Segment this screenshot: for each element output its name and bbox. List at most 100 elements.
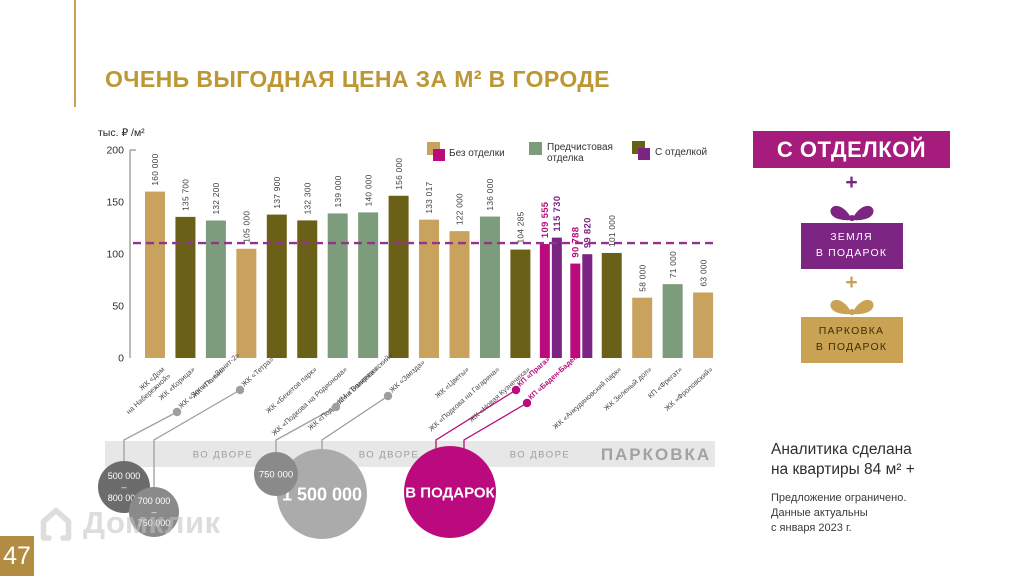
page-title: ОЧЕНЬ ВЫГОДНАЯ ЦЕНА ЗА М² В ГОРОДЕ xyxy=(105,66,610,92)
watermark: Домклик xyxy=(36,503,221,543)
bars-group xyxy=(145,191,714,358)
bar xyxy=(570,263,581,358)
label-dot xyxy=(331,402,341,412)
y-tick-label: 200 xyxy=(106,145,124,157)
y-tick-label: 0 xyxy=(118,353,124,365)
parking-price: 700 000 xyxy=(138,496,171,506)
bar xyxy=(662,284,683,358)
plus-sign: + xyxy=(845,271,858,294)
gift-bow-icon xyxy=(829,299,874,316)
gift-bow-icon xyxy=(829,205,874,222)
parking-band-label: ПАРКОВКА xyxy=(601,445,711,464)
bar xyxy=(632,297,653,358)
bar-value-label: 99 820 xyxy=(583,217,594,248)
bar xyxy=(327,213,348,358)
bar xyxy=(539,244,550,358)
parking-circle: 750 000 xyxy=(254,452,298,496)
bar xyxy=(449,231,470,358)
gift-land-box: ЗЕМЛЯ В ПОДАРОК xyxy=(800,223,903,269)
bar xyxy=(205,220,226,358)
parking-circle: 700 000–750 000 xyxy=(129,487,179,537)
parking-price: 750 000 xyxy=(259,469,293,480)
page-number: 47 xyxy=(0,536,34,576)
disclaimer-line1: Предложение ограничено. xyxy=(771,492,907,504)
legend-label: Предчистовая xyxy=(547,142,613,153)
legend-label: Без отделки xyxy=(449,148,505,159)
gift-land-line2: В ПОДАРОК xyxy=(815,247,888,259)
analytics-line1: Аналитика сделана xyxy=(771,441,912,458)
bar xyxy=(601,252,622,358)
legend-label: отделка xyxy=(547,153,584,164)
parking-connector xyxy=(463,402,528,452)
disclaimer-line2: Данные актуальны xyxy=(771,507,868,519)
accent-rule xyxy=(74,0,76,107)
parking-connector xyxy=(123,411,178,467)
plus-sign: + xyxy=(845,171,858,194)
label-dot xyxy=(522,398,532,408)
parking-circle: 1 500 000 xyxy=(277,449,367,539)
gift-parking-line1: ПАРКОВКА xyxy=(818,325,885,338)
disclaimer-line3: с января 2023 г. xyxy=(771,522,852,534)
x-axis-label: ЖК «Бекетов парк» xyxy=(264,365,319,416)
bar xyxy=(175,216,196,358)
bar-value-label: 101 000 xyxy=(607,215,617,247)
gift-parking-line2: В ПОДАРОК xyxy=(815,341,888,353)
x-axis-label: ЖК «Новая Кузнечиха» xyxy=(467,365,532,424)
bar-value-label: 71 000 xyxy=(668,251,678,278)
x-axis-label: ЖК «Тетра» xyxy=(239,355,275,389)
label-dot xyxy=(383,391,393,401)
band-label: ВО ДВОРЕ xyxy=(193,450,254,461)
bar-value-label: 58 000 xyxy=(637,264,647,291)
bar-value-label: 135 700 xyxy=(181,179,191,211)
label-dot xyxy=(235,385,245,395)
parking-price: В ПОДАРОК xyxy=(405,484,495,501)
parking-price: 500 000 xyxy=(108,471,141,481)
bar xyxy=(266,214,287,358)
legend-swatch xyxy=(638,148,650,160)
legend-swatch xyxy=(433,149,445,161)
bar xyxy=(388,195,409,358)
bar-value-label: 160 000 xyxy=(150,153,160,185)
parking-connector xyxy=(153,389,241,493)
bar xyxy=(479,216,500,358)
gift-land-line1: ЗЕМЛЯ xyxy=(830,231,873,244)
bar xyxy=(510,249,531,358)
bar xyxy=(236,248,257,358)
bar xyxy=(693,292,714,358)
gift-parking-box: ПАРКОВКА В ПОДАРОК xyxy=(800,317,903,363)
gift-land: ЗЕМЛЯ В ПОДАРОК xyxy=(753,201,950,269)
bar-value-label: 90 788 xyxy=(571,227,582,258)
bar-value-label: 136 000 xyxy=(485,178,495,210)
bar-value-label: 156 000 xyxy=(394,158,404,190)
bar-value-label: 133 017 xyxy=(424,181,434,213)
parking-price: 800 000 xyxy=(108,493,141,503)
bar-value-label: 122 000 xyxy=(455,193,465,225)
legend-label: С отделкой xyxy=(655,147,707,158)
parking-connector xyxy=(435,389,517,452)
parking-price: – xyxy=(121,482,126,492)
watermark-text: Домклик xyxy=(83,505,221,540)
bar xyxy=(145,191,165,358)
finish-banner: С ОТДЕЛКОЙ xyxy=(753,131,950,168)
label-dot xyxy=(511,385,521,395)
parking-circle: В ПОДАРОК xyxy=(404,446,496,538)
bar xyxy=(358,212,379,358)
y-tick-label: 50 xyxy=(112,301,124,313)
bar-value-label: 132 200 xyxy=(211,182,221,214)
bar-value-label: 139 000 xyxy=(333,175,343,207)
bar-value-label: 137 900 xyxy=(272,176,282,208)
parking-band xyxy=(105,441,715,467)
band-label: ВО ДВОРЕ xyxy=(359,450,420,461)
bar-value-label: 63 000 xyxy=(698,259,708,286)
bar xyxy=(582,254,593,358)
band-label: ВО ДВОРЕ xyxy=(510,450,571,461)
disclaimer-note: Предложение ограничено. Данные актуальны… xyxy=(771,491,906,536)
legend-item: С отделкой xyxy=(632,141,707,160)
bar-value-label: 109 555 xyxy=(540,201,551,238)
parking-price: 1 500 000 xyxy=(282,484,362,504)
y-tick-label: 150 xyxy=(106,197,124,209)
